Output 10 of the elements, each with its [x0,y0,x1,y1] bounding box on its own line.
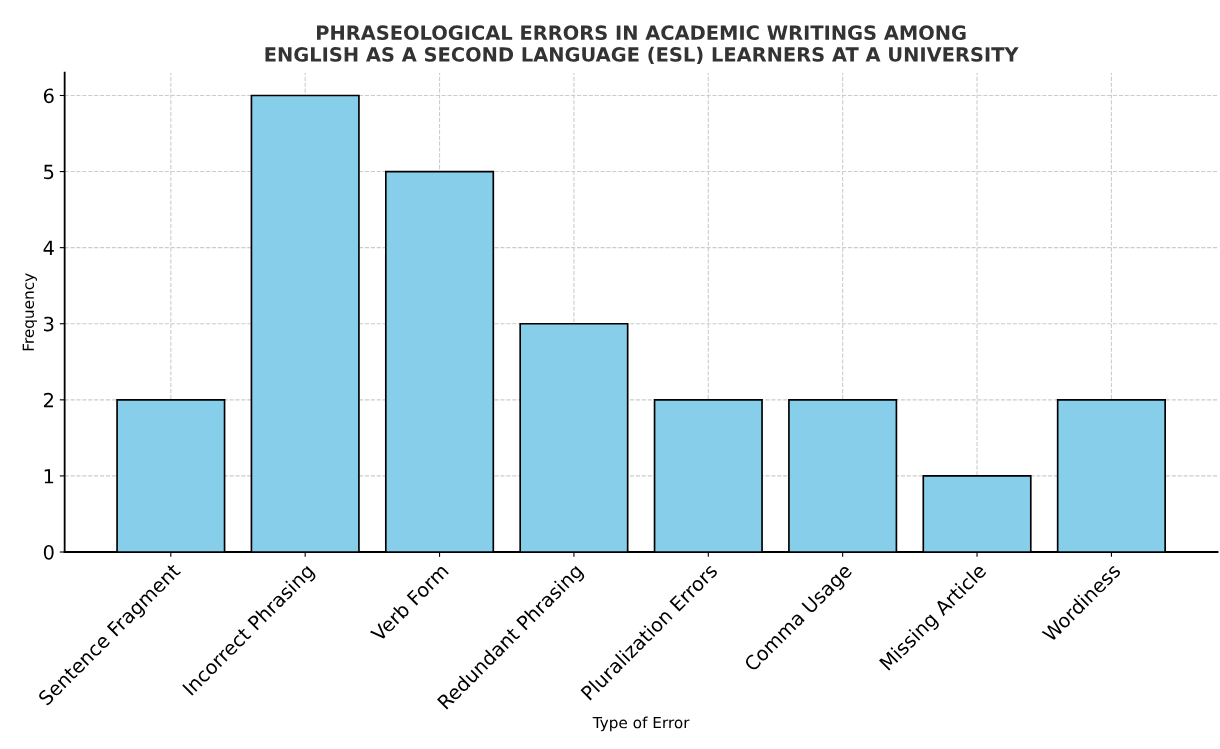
y-tick-label: 5 [44,164,54,180]
y-tick-label: 2 [43,392,53,408]
y-axis-title: Frequency [22,273,38,351]
y-tick-label: 1 [44,469,54,484]
y-tick-label: 4 [43,240,54,256]
x-axis-title: Type of Error [592,716,690,732]
y-tick-label: 3 [44,316,54,332]
y-tick-label: 0 [43,544,54,560]
chart-title: PHRASEOLOGICAL ERRORS IN ACADEMIC WRITINGS AMONG ENGLISH AS A SECOND LANGUAGE (ESL) LEARNERS AT A UNIVERSITY [265,25,1019,65]
y-tick-label: 6 [43,88,54,104]
